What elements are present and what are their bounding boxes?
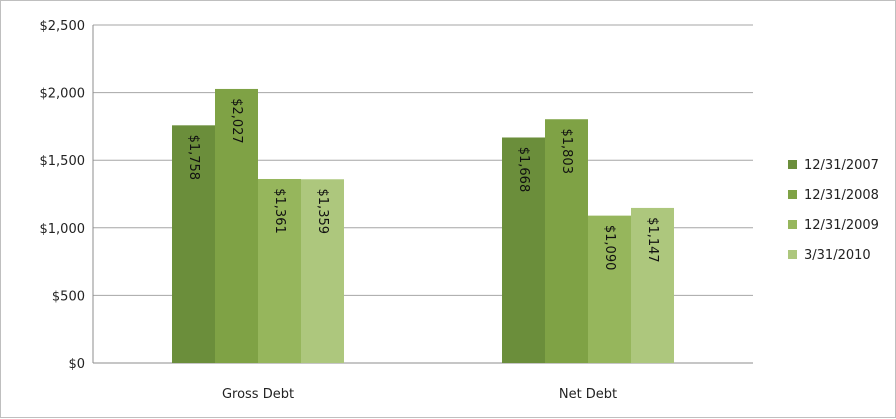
bar	[545, 119, 588, 363]
y-tick-label: $1,000	[40, 222, 86, 237]
y-tick-label: $2,000	[40, 87, 86, 102]
bar-value-label: $1,361	[272, 188, 287, 234]
legend-swatch	[788, 190, 797, 199]
y-tick-label: $2,500	[40, 19, 86, 34]
bar-value-label: $1,668	[516, 147, 531, 193]
bar	[258, 178, 301, 363]
legend-label: 3/31/2010	[804, 248, 871, 263]
bar	[588, 215, 631, 363]
x-category-label: Gross Debt	[222, 387, 294, 402]
x-axis-categories: Gross Debt Net Debt	[222, 387, 617, 402]
x-category-label: Net Debt	[559, 387, 617, 402]
bar	[215, 88, 258, 364]
bar	[301, 179, 344, 363]
y-axis-ticks: $0 $500 $1,000 $1,500 $2,000 $2,500	[40, 19, 86, 372]
value-labels: $1,758 $2,027 $1,361 $1,359 $1,668 $1,803 $1,0…	[186, 98, 660, 270]
legend-swatch	[788, 160, 797, 169]
bar-value-label: $1,147	[645, 217, 660, 263]
legend-swatch	[788, 220, 797, 229]
legend-label: 12/31/2009	[804, 218, 879, 233]
bar	[172, 125, 215, 364]
bar-value-label: $1,803	[559, 128, 574, 174]
y-tick-label: $1,500	[40, 154, 86, 169]
bar	[502, 137, 545, 363]
y-tick-label: $0	[68, 357, 85, 372]
legend: 12/31/2007 12/31/2008 12/31/2009 3/31/2010	[788, 158, 879, 263]
bar-value-label: $2,027	[229, 98, 244, 144]
y-tick-label: $500	[52, 289, 85, 304]
bar-value-label: $1,359	[315, 189, 330, 235]
legend-label: 12/31/2008	[804, 188, 879, 203]
legend-label: 12/31/2007	[804, 158, 879, 173]
bar-value-label: $1,090	[602, 225, 617, 271]
bars	[172, 88, 674, 364]
legend-swatch	[788, 250, 797, 259]
bar-value-label: $1,758	[186, 135, 201, 181]
bar	[631, 207, 674, 363]
